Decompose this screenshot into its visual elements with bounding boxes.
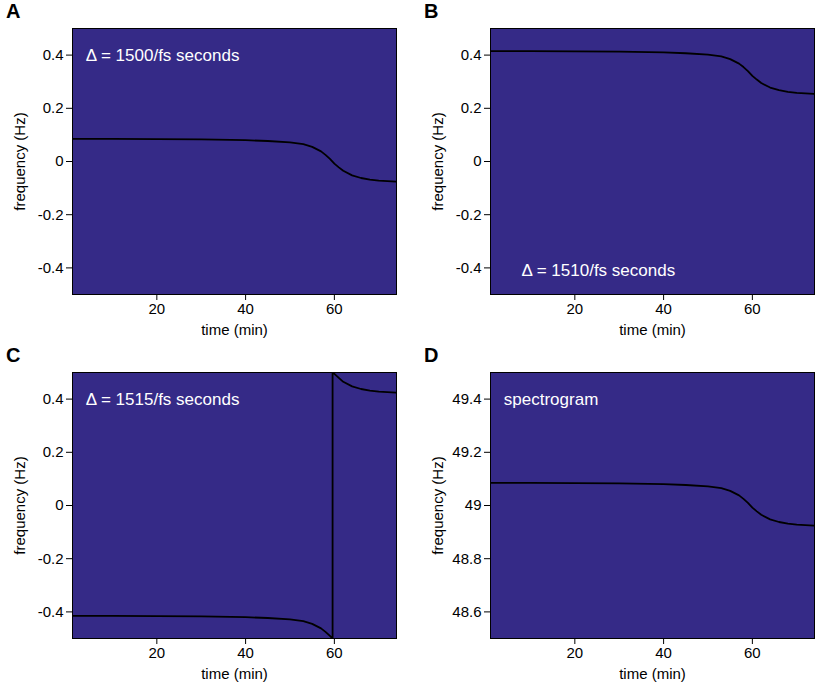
- svg-text:Δ = 1510/fs seconds: Δ = 1510/fs seconds: [522, 261, 676, 280]
- svg-text:-0.2: -0.2: [38, 206, 64, 223]
- svg-text:spectrogram: spectrogram: [504, 390, 598, 409]
- svg-text:time (min): time (min): [201, 665, 268, 682]
- svg-text:time (min): time (min): [619, 665, 686, 682]
- svg-text:40: 40: [655, 300, 672, 317]
- svg-text:49.2: 49.2: [452, 443, 481, 460]
- svg-text:20: 20: [566, 300, 583, 317]
- svg-text:20: 20: [566, 644, 583, 661]
- svg-text:20: 20: [148, 300, 165, 317]
- svg-text:60: 60: [326, 300, 343, 317]
- svg-text:0.2: 0.2: [461, 99, 482, 116]
- svg-text:Δ = 1500/fs seconds: Δ = 1500/fs seconds: [86, 46, 240, 65]
- svg-text:20: 20: [148, 644, 165, 661]
- svg-text:0: 0: [55, 152, 63, 169]
- svg-text:60: 60: [744, 644, 761, 661]
- svg-text:0.4: 0.4: [43, 390, 64, 407]
- svg-text:0.2: 0.2: [43, 99, 64, 116]
- svg-text:0: 0: [55, 496, 63, 513]
- html-text:A: A: [6, 0, 21, 22]
- svg-text:time (min): time (min): [201, 321, 268, 338]
- html-text:C: C: [6, 344, 21, 366]
- svg-text:time (min): time (min): [619, 321, 686, 338]
- svg-text:frequency (Hz): frequency (Hz): [429, 112, 446, 210]
- svg-text:-0.4: -0.4: [456, 259, 482, 276]
- html-text:B: B: [424, 0, 439, 22]
- svg-text:40: 40: [655, 644, 672, 661]
- svg-text:-0.4: -0.4: [38, 603, 64, 620]
- svg-text:60: 60: [744, 300, 761, 317]
- svg-text:0: 0: [473, 152, 481, 169]
- svg-text:frequency (Hz): frequency (Hz): [429, 456, 446, 554]
- svg-text:49.4: 49.4: [452, 390, 481, 407]
- html-text:D: D: [424, 344, 439, 366]
- svg-text:frequency (Hz): frequency (Hz): [11, 112, 28, 210]
- svg-text:-0.4: -0.4: [38, 259, 64, 276]
- svg-text:40: 40: [237, 644, 254, 661]
- svg-text:48.6: 48.6: [452, 603, 481, 620]
- svg-text:49: 49: [465, 496, 482, 513]
- svg-text:Δ = 1515/fs seconds: Δ = 1515/fs seconds: [86, 390, 240, 409]
- svg-text:0.2: 0.2: [43, 443, 64, 460]
- svg-text:-0.2: -0.2: [456, 206, 482, 223]
- svg-text:48.8: 48.8: [452, 550, 481, 567]
- svg-text:frequency (Hz): frequency (Hz): [11, 456, 28, 554]
- svg-text:-0.2: -0.2: [38, 550, 64, 567]
- svg-text:40: 40: [237, 300, 254, 317]
- svg-text:60: 60: [326, 644, 343, 661]
- svg-text:0.4: 0.4: [461, 46, 482, 63]
- svg-text:0.4: 0.4: [43, 46, 64, 63]
